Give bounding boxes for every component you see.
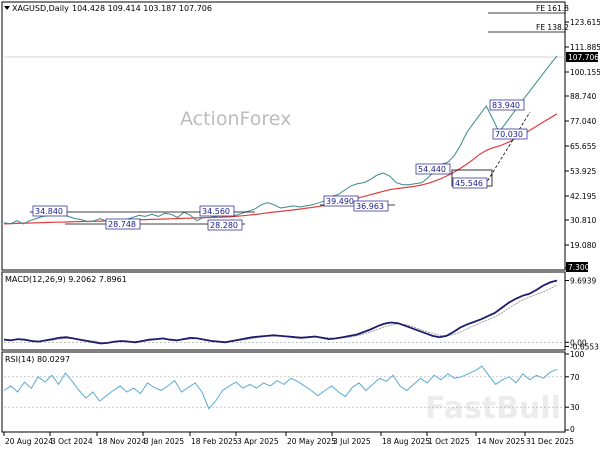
macd-pane-title: MACD(12,26,9) 9.2062 7.8961: [5, 275, 127, 284]
price-annotation-box: [492, 128, 528, 140]
price-annotation: 36.963: [356, 202, 384, 211]
price-annotation-box: [32, 205, 68, 217]
price-annotation-box: [199, 205, 235, 217]
x-tick-label: 18 Aug 2025: [382, 437, 430, 446]
price-tick-label: 30.810: [570, 216, 596, 225]
macd-signal-line: [3, 284, 558, 344]
last-price-label: 107.706: [568, 53, 599, 62]
price-annotation: 54.440: [418, 165, 446, 174]
price-tick-label: 123.615: [570, 18, 600, 27]
moving-average-line: [3, 113, 558, 225]
price-ohlc: 104.428 109.414 103.187 107.706: [72, 4, 212, 13]
x-tick-label: 14 Nov 2025: [477, 437, 525, 446]
price-pane-frame: [1, 1, 566, 271]
price-tick-label: 42.195: [570, 192, 596, 201]
macd-pane-frame: [1, 271, 566, 351]
last-price-tag: [566, 52, 598, 62]
watermark-brand: FastBull: [425, 391, 561, 426]
macd-tick-label: 9.6939: [570, 276, 596, 285]
macd-tick-label: -0.6553: [570, 342, 599, 351]
price-tick-label: 77.040: [570, 117, 596, 126]
collapse-triangle-icon[interactable]: [4, 6, 10, 10]
price-annotation-box: [105, 218, 141, 230]
price-annotation: 34.840: [35, 207, 63, 216]
price-annotation: 28.280: [210, 221, 238, 230]
x-tick-label: 20 Aug 2024: [5, 437, 53, 446]
fib-level-label: FE 138.2: [536, 23, 569, 32]
price-annotation: 45.546: [455, 179, 483, 188]
price-annotation: 39.490: [326, 197, 354, 206]
x-tick-label: 31 Dec 2025: [526, 437, 574, 446]
rsi-tick-label: 100: [570, 350, 585, 359]
x-tick-label: 20 May 2025: [287, 437, 336, 446]
price-tick-label: 53.925: [570, 167, 596, 176]
x-tick-label: 18 Feb 2025: [191, 437, 238, 446]
price-tick-label: 111.885: [570, 43, 600, 52]
price-annotation-box: [353, 200, 389, 212]
x-tick-label: 3 Apr 2025: [237, 437, 279, 446]
price-annotation-box: [415, 163, 451, 175]
x-tick-label: 1 Oct 2025: [428, 437, 470, 446]
trend-line: [484, 111, 531, 186]
x-tick-label: 3 Oct 2024: [51, 437, 93, 446]
macd-line: [3, 279, 558, 345]
x-tick-label: 18 Nov 2024: [98, 437, 146, 446]
price-pane-title: XAGUSD,Daily: [12, 4, 69, 13]
price-annotation-box: [207, 219, 243, 231]
price-line: [3, 55, 558, 225]
price-tick-bg: [566, 262, 588, 272]
watermark: ActionForex: [180, 108, 291, 130]
price-annotation: 83.940: [492, 101, 520, 110]
rsi-tick-label: 30: [570, 403, 580, 412]
fib-level-label: FE 161.8: [536, 4, 569, 13]
price-annotation: 70.030: [495, 130, 523, 139]
price-tick-label: 19.080: [570, 241, 596, 250]
price-tick-label: 7.300: [568, 263, 590, 272]
rsi-line: [3, 365, 558, 410]
x-tick-label: 3 Jan 2025: [144, 437, 184, 446]
x-tick-label: 3 Jul 2025: [333, 437, 371, 446]
rsi-pane-frame: [1, 351, 566, 433]
price-tick-label: 88.740: [570, 92, 596, 101]
price-annotation-box: [452, 177, 488, 189]
rsi-tick-label: 0: [570, 425, 575, 434]
macd-tick-label: 0.00: [570, 338, 587, 347]
rsi-tick-label: 70: [570, 373, 580, 382]
price-annotation-box: [489, 99, 525, 111]
price-annotation: 28.748: [108, 220, 136, 229]
price-tick-label: 65.655: [570, 142, 596, 151]
rsi-pane-title: RSI(14) 80.0297: [5, 355, 70, 364]
price-annotation: 34.560: [202, 207, 230, 216]
price-tick-label: 100.155: [570, 68, 600, 77]
